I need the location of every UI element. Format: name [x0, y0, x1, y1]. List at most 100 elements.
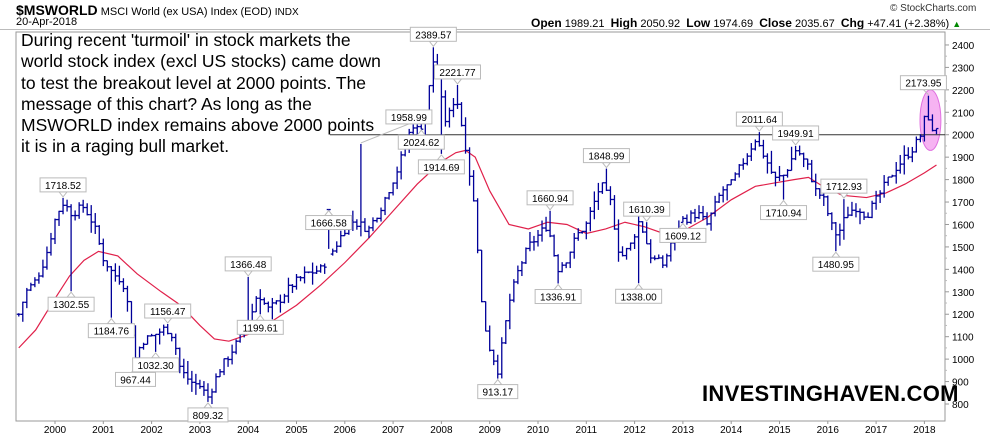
y-tick-label: 1600	[952, 220, 975, 231]
annotation-pointer	[323, 209, 334, 217]
annotation-box	[623, 201, 671, 217]
price-annotation: 1610.39	[623, 201, 671, 222]
ohlc-bar	[777, 165, 782, 182]
ohlc-bar	[656, 254, 661, 260]
ohlc-bar	[290, 284, 295, 294]
price-annotation: 1710.94	[760, 199, 808, 221]
ohlc-bar	[616, 219, 621, 262]
ohlc-bar	[443, 90, 448, 127]
y-tick-label: 1000	[952, 355, 975, 366]
ohlc-bar	[36, 272, 41, 284]
ohlc-bar	[580, 230, 585, 234]
annotation-label: 1718.52	[45, 181, 82, 192]
annotation-box	[397, 134, 445, 150]
y-tick-label: 800	[952, 400, 969, 411]
x-tick-label: 2015	[768, 425, 791, 436]
annotation-box	[760, 205, 808, 221]
price-annotation: 1609.12	[659, 222, 707, 243]
y-tick-label: 2200	[952, 86, 975, 97]
ohlc-bar	[713, 195, 718, 217]
ohlc-bar	[379, 207, 384, 222]
ohlc-bar	[922, 115, 927, 142]
ohlc-bar	[914, 136, 919, 153]
open-value: 1989.21	[564, 18, 605, 30]
ohlc-bar	[866, 212, 871, 219]
ohlc-bar	[801, 152, 806, 168]
ohlc-bar	[560, 262, 565, 273]
index-name: MSCI World (ex USA) Index (EOD)	[100, 6, 272, 18]
ohlc-bar	[40, 259, 45, 278]
ohlc-bar	[431, 47, 436, 93]
ohlc-bar	[624, 247, 629, 260]
ohlc-bar	[648, 239, 653, 264]
price-annotation: 1336.91	[534, 283, 582, 305]
annotation-pointer	[150, 352, 161, 359]
annotation-label: 1302.55	[53, 300, 90, 311]
ohlc-bar	[77, 202, 82, 219]
low-label: Low	[686, 16, 711, 30]
annotation-box	[47, 296, 95, 312]
ohlc-bar	[829, 212, 834, 231]
ohlc-bar	[254, 296, 259, 313]
ohlc-bar	[73, 210, 78, 221]
ohlc-bar	[733, 172, 738, 181]
ohlc-bar	[507, 293, 512, 330]
price-annotation: 1718.52	[39, 177, 87, 198]
ohlc-bar	[483, 300, 488, 332]
ohlc-bar	[185, 360, 190, 385]
ohlc-bar	[636, 215, 641, 284]
ohlc-bar	[926, 95, 931, 121]
ohlc-bar	[53, 218, 57, 245]
y-tick-label: 1800	[952, 176, 975, 187]
ohlc-bar	[125, 285, 130, 312]
ohlc-bar	[302, 266, 307, 284]
annotation-pointer	[545, 204, 556, 211]
annotation-label: 1610.39	[629, 205, 666, 216]
annotation-pointer	[106, 317, 117, 325]
exchange: INDX	[274, 7, 299, 18]
ohlc-bar	[789, 146, 794, 172]
ohlc-bar	[471, 170, 476, 202]
x-tick-label: 2005	[285, 425, 308, 436]
ohlc-bar	[632, 234, 637, 250]
credit: © StockCharts.com	[890, 3, 977, 14]
annotation-box	[434, 64, 481, 80]
y-tick-label: 1100	[952, 333, 974, 344]
price-annotation: 1480.95	[812, 251, 860, 272]
y-tick-label: 1200	[952, 310, 975, 321]
ohlc-bar	[592, 191, 597, 220]
ohlc-bar	[890, 174, 895, 178]
ohlc-bar	[48, 232, 53, 256]
ohlc-bar	[57, 210, 62, 226]
ohlc-bar	[781, 174, 786, 200]
ohlc-bar	[318, 264, 323, 273]
ohlc-bar	[688, 210, 693, 224]
ohlc-bar	[684, 214, 689, 225]
price-annotation: 1958.99	[360, 109, 433, 144]
watermark: INVESTINGHAVEN.COM	[702, 381, 959, 406]
ohlc-bar	[358, 143, 363, 237]
ohlc-bar	[511, 279, 516, 303]
annotation-pointer	[66, 291, 77, 298]
ohlc-bar	[652, 255, 657, 261]
price-annotation: 809.32	[187, 402, 229, 423]
annotation-box	[582, 148, 630, 164]
ohlc-bar	[201, 381, 206, 396]
y-tick-label: 900	[952, 378, 969, 389]
price-annotation: 2221.77	[434, 64, 481, 85]
close-label: Close	[759, 16, 792, 30]
ohlc-bar	[189, 370, 194, 392]
annotation-label: 1609.12	[665, 231, 702, 242]
annotation-pointer	[428, 40, 439, 48]
annotation-label: 1712.93	[826, 182, 863, 193]
ohlc-bar	[853, 203, 858, 218]
ohlc-bar	[28, 282, 33, 292]
x-tick-label: 2017	[865, 425, 888, 436]
ohlc-bar	[85, 203, 90, 216]
annotation-label: 2011.64	[742, 115, 778, 126]
ohlc-bar	[322, 263, 327, 274]
ohlc-bar	[395, 166, 400, 190]
ohlc-bar	[310, 262, 315, 285]
ohlc-bar	[608, 186, 613, 206]
